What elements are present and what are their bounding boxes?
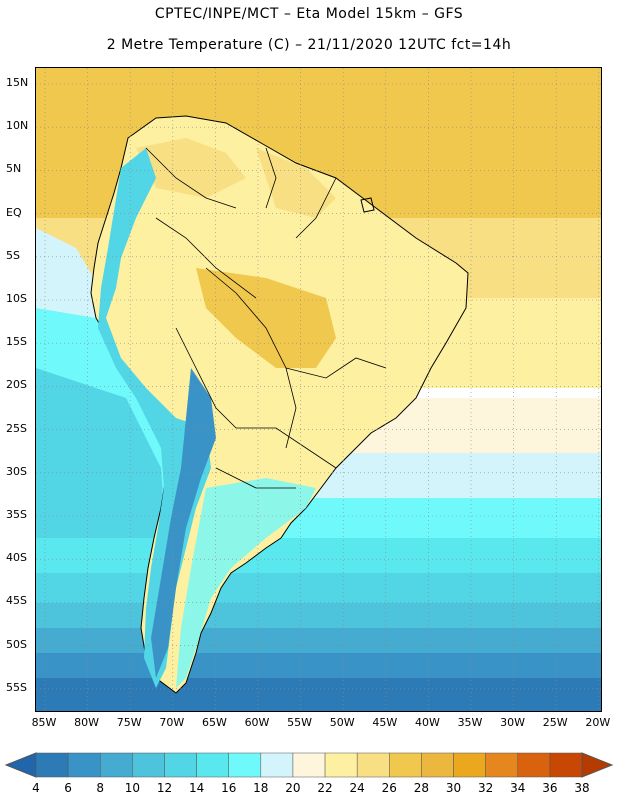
- colorbar-segment: [453, 752, 486, 778]
- latitude-label: 5S: [6, 248, 20, 262]
- latitude-label: 30S: [6, 464, 27, 478]
- warm-region: [196, 268, 336, 368]
- longitude-label: 70W: [159, 716, 185, 729]
- temperature-map: [35, 67, 602, 712]
- colorbar-segment: [196, 752, 229, 778]
- graticule: [36, 68, 601, 711]
- colorbar-segment: [485, 752, 519, 778]
- colorbar-tick-label: 16: [221, 781, 237, 795]
- colorbar-tick-label: 30: [445, 781, 462, 795]
- longitude-label: 85W: [31, 716, 57, 729]
- colorbar-tick-label: 20: [285, 781, 301, 795]
- latitude-label: 50S: [6, 637, 27, 651]
- colorbar-segment: [292, 752, 326, 778]
- pacific-cool-region: [36, 368, 166, 538]
- colorbar-tick-label: 24: [349, 781, 365, 795]
- latitude-label: 20S: [6, 378, 27, 392]
- country-borders: [145, 147, 387, 489]
- ocean-band: [36, 538, 601, 578]
- latitude-label: EQ: [6, 205, 22, 219]
- colorbar-min-arrow: [4, 752, 37, 778]
- colorbar-segment: [421, 752, 454, 778]
- longitude-label: 55W: [287, 716, 313, 729]
- longitude-label: 45W: [372, 716, 398, 729]
- colorbar-tick-label: 22: [317, 781, 333, 795]
- colorbar-tick-label: 14: [188, 781, 205, 795]
- longitude-label: 30W: [500, 716, 526, 729]
- latitude-label: 15N: [6, 76, 29, 89]
- warm-region: [256, 148, 336, 218]
- colorbar-segment: [517, 752, 551, 778]
- latitude-label: 45S: [6, 594, 27, 608]
- colorbar-segment: [67, 752, 101, 778]
- longitude-label: 25W: [542, 716, 568, 729]
- map-canvas: [36, 68, 601, 711]
- latitude-label: 10S: [6, 292, 27, 305]
- colorbar-tick-label: 32: [478, 781, 494, 795]
- colorbar-tick-label: 18: [253, 781, 269, 795]
- longitude-label: 50W: [329, 716, 355, 729]
- colorbar-tick-label: 36: [542, 781, 558, 795]
- andes-cool-region: [98, 148, 211, 688]
- latitude-label: 35S: [6, 508, 27, 521]
- colorbar-segment: [35, 752, 69, 778]
- colorbar-segment: [389, 752, 422, 778]
- andes-cold-region: [151, 368, 216, 678]
- longitude-label: 60W: [244, 716, 270, 729]
- longitude-label: 35W: [457, 716, 483, 729]
- colorbar-segment: [99, 752, 133, 778]
- warm-region: [136, 138, 246, 198]
- latitude-label: 40S: [6, 551, 27, 565]
- colorbar-tick-label: 4: [32, 781, 40, 795]
- longitude-label: 20W: [585, 716, 611, 729]
- latitude-label: 5N: [6, 162, 22, 176]
- colorbar-segment: [132, 752, 165, 778]
- colorbar-max-arrow: [581, 752, 614, 778]
- latitude-label: 25S: [6, 421, 27, 435]
- map-subtitle: 2 Metre Temperature (C) – 21/11/2020 12U…: [106, 37, 512, 53]
- latitude-label: 10N: [6, 119, 29, 133]
- longitude-label: 40W: [414, 716, 440, 729]
- colorbar-tick-label: 28: [413, 781, 430, 795]
- colorbar-segment: [260, 752, 294, 778]
- ocean-band: [36, 573, 601, 608]
- colorbar-tick-label: 34: [510, 781, 526, 795]
- southern-cool-region: [176, 478, 316, 688]
- longitude-label: 80W: [74, 716, 100, 729]
- lake-outline: [360, 197, 375, 213]
- longitude-label: 65W: [201, 716, 227, 729]
- colorbar-tick-label: 6: [64, 781, 72, 795]
- colorbar-tick-label: 10: [124, 781, 140, 795]
- colorbar-tick-label: 26: [381, 781, 397, 795]
- colorbar-segment: [549, 752, 583, 778]
- map-title: CPTEC/INPE/MCT – Eta Model 15km – GFS: [154, 6, 464, 22]
- colorbar-tick-label: 8: [96, 781, 105, 795]
- latitude-label: 55S: [6, 680, 27, 694]
- colorbar-tick-label: 12: [156, 781, 173, 795]
- longitude-label: 75W: [116, 716, 142, 729]
- ocean-band: [36, 678, 601, 711]
- colorbar-tick-label: 38: [574, 781, 590, 795]
- colorbar-segment: [228, 752, 262, 778]
- colorbar-segment: [324, 752, 358, 778]
- colorbar-segment: [164, 752, 197, 778]
- colorbar: [4, 752, 614, 778]
- colorbar-segment: [356, 752, 390, 778]
- latitude-label: 15S: [6, 335, 27, 349]
